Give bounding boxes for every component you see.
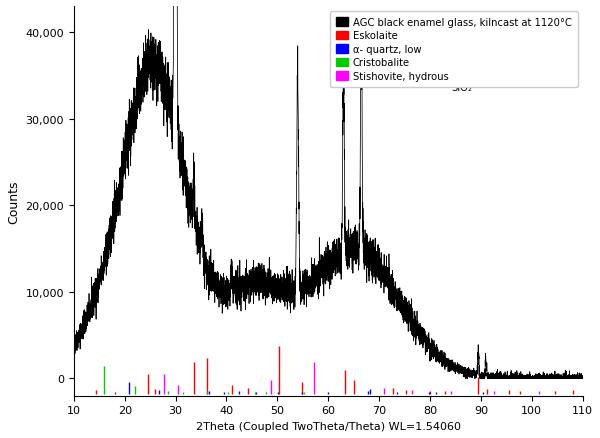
Legend: AGC black enamel glass, kilncast at 1120°C, Eskolaite, α- quartz, low, Cristobal: AGC black enamel glass, kilncast at 1120…	[329, 12, 578, 88]
Text: SiO₂: SiO₂	[451, 82, 472, 92]
Text: Cr₂O₃: Cr₂O₃	[395, 36, 422, 46]
X-axis label: 2Theta (Coupled TwoTheta/Theta) WL=1.54060: 2Theta (Coupled TwoTheta/Theta) WL=1.540…	[196, 421, 461, 431]
Y-axis label: Counts: Counts	[7, 180, 20, 223]
Text: SiO₂: SiO₂	[421, 51, 442, 61]
Text: SiO₂: SiO₂	[409, 67, 430, 77]
